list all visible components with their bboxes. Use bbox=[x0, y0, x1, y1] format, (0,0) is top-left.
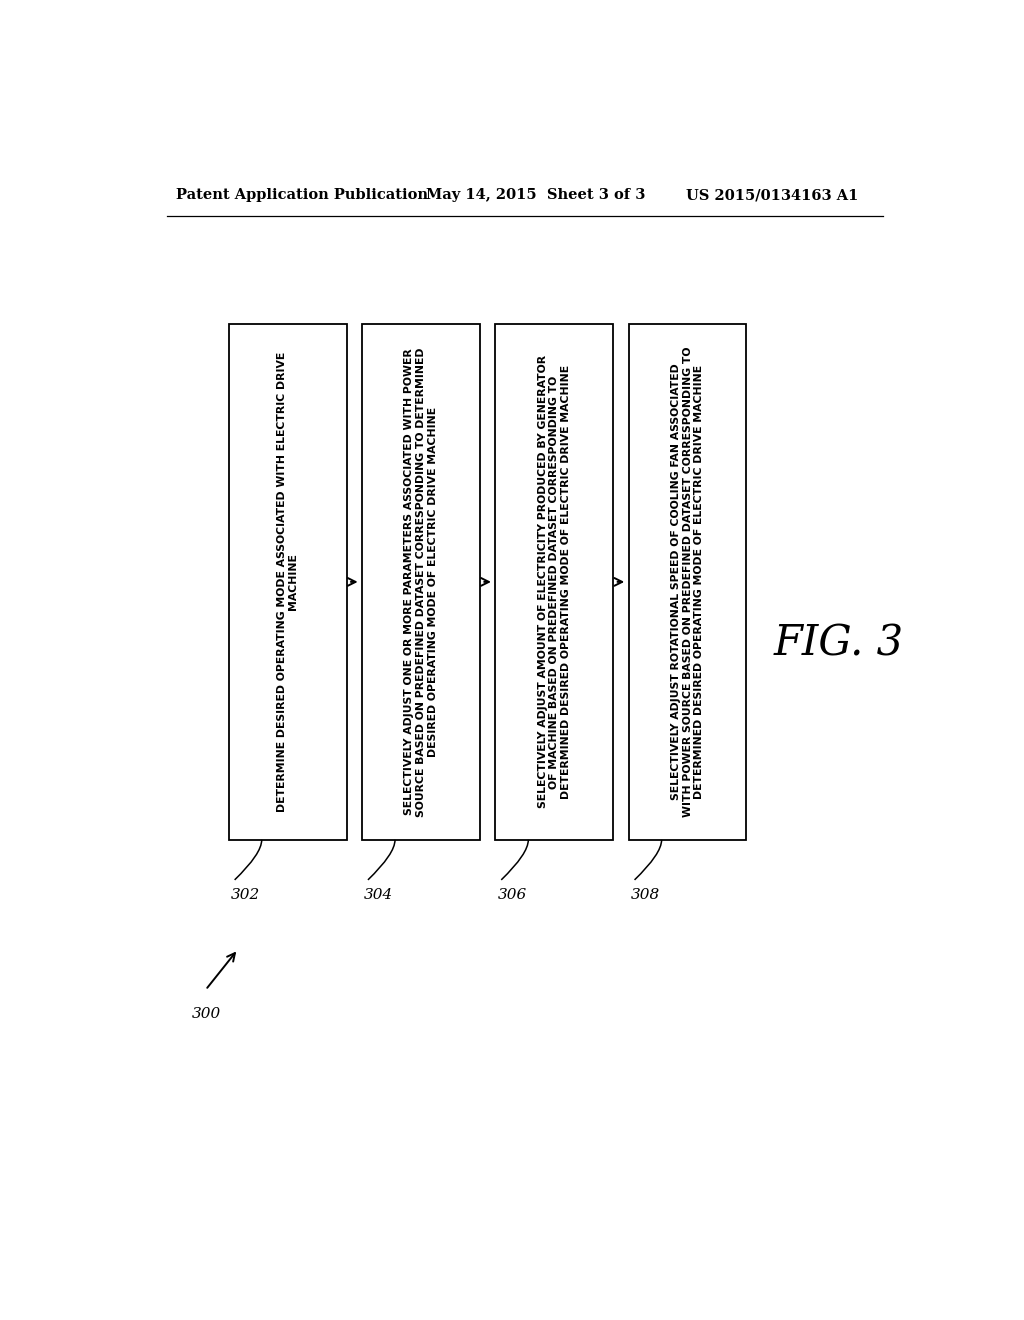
Text: 302: 302 bbox=[230, 887, 260, 902]
Text: FIG. 3: FIG. 3 bbox=[773, 623, 904, 665]
Bar bbox=[629, 323, 746, 840]
Text: 304: 304 bbox=[365, 887, 393, 902]
Text: SELECTIVELY ADJUST ROTATIONAL SPEED OF COOLING FAN ASSOCIATED
WITH POWER SOURCE : SELECTIVELY ADJUST ROTATIONAL SPEED OF C… bbox=[671, 347, 705, 817]
Text: May 14, 2015  Sheet 3 of 3: May 14, 2015 Sheet 3 of 3 bbox=[426, 189, 646, 202]
Bar bbox=[362, 323, 480, 840]
Text: DETERMINE DESIRED OPERATING MODE ASSOCIATED WITH ELECTRIC DRIVE
MACHINE: DETERMINE DESIRED OPERATING MODE ASSOCIA… bbox=[276, 351, 298, 812]
Bar bbox=[496, 323, 613, 840]
Text: Patent Application Publication: Patent Application Publication bbox=[176, 189, 428, 202]
Text: 306: 306 bbox=[498, 887, 526, 902]
Text: 308: 308 bbox=[631, 887, 659, 902]
Text: SELECTIVELY ADJUST AMOUNT OF ELECTRICITY PRODUCED BY GENERATOR
OF MACHINE BASED : SELECTIVELY ADJUST AMOUNT OF ELECTRICITY… bbox=[538, 355, 570, 808]
Text: SELECTIVELY ADJUST ONE OR MORE PARAMETERS ASSOCIATED WITH POWER
SOURCE BASED ON : SELECTIVELY ADJUST ONE OR MORE PARAMETER… bbox=[404, 347, 437, 817]
Text: US 2015/0134163 A1: US 2015/0134163 A1 bbox=[686, 189, 858, 202]
Bar bbox=[228, 323, 346, 840]
Text: 300: 300 bbox=[191, 1007, 221, 1020]
